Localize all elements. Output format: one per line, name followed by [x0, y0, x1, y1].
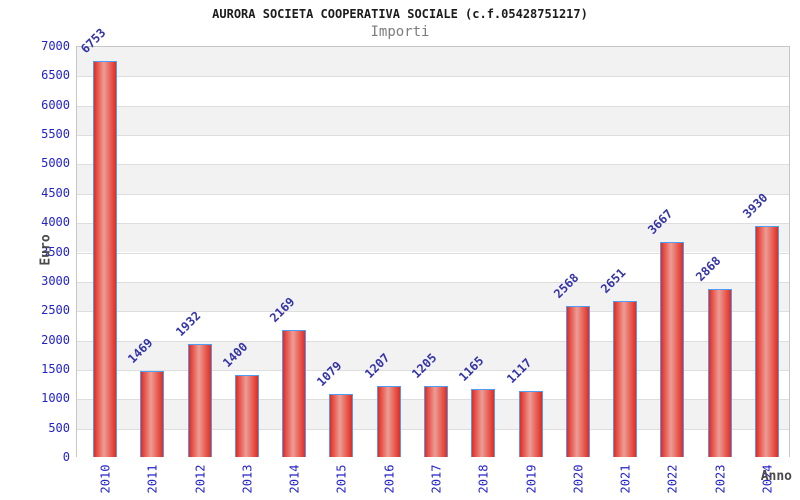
- y-tick-label: 7000: [41, 39, 70, 53]
- bar: [613, 301, 638, 457]
- x-tick-label: 2021: [618, 464, 633, 494]
- grid-band: [77, 135, 789, 165]
- y-tick-label: 1500: [41, 361, 70, 376]
- bar: [187, 343, 212, 457]
- y-tick-label: 3000: [41, 273, 70, 288]
- bar: [329, 393, 354, 457]
- grid-band: [77, 76, 789, 106]
- x-tick-label: 2017: [429, 464, 444, 494]
- y-axis-title: Euro: [38, 234, 54, 266]
- y-tick-label: 500: [48, 420, 70, 435]
- grid-band: [77, 164, 789, 194]
- bar: [660, 241, 685, 457]
- bar: [376, 386, 401, 457]
- chart-title: AURORA SOCIETA COOPERATIVA SOCIALE (c.f.…: [212, 7, 588, 21]
- x-tick-label: 2011: [145, 464, 160, 494]
- bar: [282, 329, 307, 457]
- y-tick-label: 6000: [41, 97, 70, 112]
- y-tick-label: 5500: [41, 127, 70, 142]
- y-tick-label: 2000: [41, 332, 70, 347]
- y-tick-label: 4500: [41, 185, 70, 200]
- bar: [707, 288, 732, 457]
- bar: [565, 306, 590, 457]
- x-tick-label: 2010: [98, 464, 113, 494]
- x-tick-label: 2019: [524, 464, 539, 494]
- bar: [471, 388, 496, 457]
- bar: [518, 391, 543, 457]
- x-tick-label: 2012: [193, 464, 208, 494]
- y-tick-label: 5000: [41, 156, 70, 171]
- grid-band: [77, 105, 789, 136]
- x-tick-label: 2023: [713, 464, 728, 494]
- x-axis-title: Anno: [760, 469, 792, 484]
- x-tick-label: 2022: [665, 464, 680, 494]
- bar: [93, 60, 117, 457]
- chart-subtitle: Importi: [370, 24, 430, 40]
- y-tick-label: 1000: [41, 391, 70, 406]
- x-tick-label: 2018: [476, 464, 491, 494]
- y-tick-label: 6500: [41, 68, 70, 83]
- y-tick-label: 4000: [41, 215, 70, 230]
- grid-band: [77, 47, 789, 77]
- bar: [755, 226, 779, 457]
- y-tick-label: 0: [62, 450, 70, 464]
- y-tick-label: 3500: [41, 244, 70, 259]
- bar: [140, 370, 165, 457]
- x-tick-label: 2020: [571, 464, 586, 494]
- bar: [234, 374, 259, 457]
- grid-band: [77, 193, 789, 224]
- x-tick-label: 2013: [240, 464, 255, 494]
- x-tick-label: 2016: [382, 464, 397, 494]
- x-tick-label: 2014: [287, 464, 302, 494]
- y-tick-label: 2500: [41, 303, 70, 318]
- bar: [424, 386, 448, 457]
- x-tick-label: 2015: [334, 464, 349, 494]
